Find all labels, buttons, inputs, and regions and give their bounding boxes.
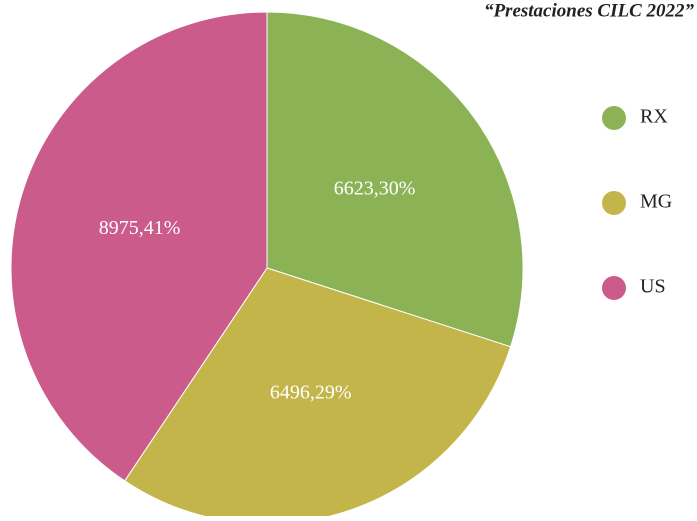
pie-slice [266,11,524,348]
pie-slice [10,11,268,482]
data-label: 6496,29% [270,381,352,403]
pie-slice [124,267,512,521]
data-label: 8975,41% [99,217,181,239]
legend-label: US [640,276,666,298]
legend-label: MG [640,191,672,213]
chart-title: “Prestaciones CILC 2022” [484,0,695,21]
data-label: 6623,30% [334,177,416,199]
legend-swatch [602,276,626,300]
legend-swatch [602,106,626,130]
legend-label: RX [640,106,668,128]
legend-swatch [602,191,626,215]
